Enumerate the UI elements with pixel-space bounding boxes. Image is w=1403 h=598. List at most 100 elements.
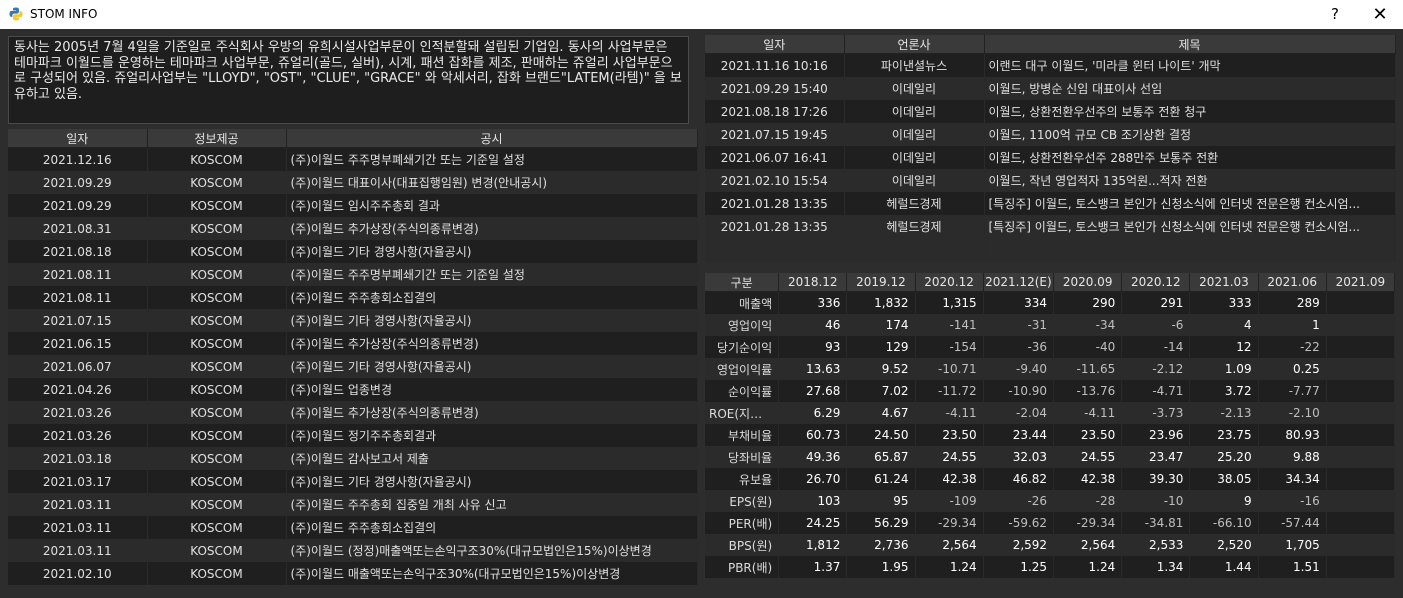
- disclosure-date: 2021.03.18: [8, 447, 148, 470]
- financial-value: 80.93: [1258, 424, 1327, 446]
- disclosure-date: 2021.08.31: [8, 217, 148, 240]
- financial-value: -7.77: [1258, 380, 1327, 402]
- financial-header-period[interactable]: 2018.12: [778, 273, 848, 292]
- financial-value: -6: [1121, 314, 1191, 336]
- financial-metric-label: ROE(지배...: [705, 402, 780, 424]
- company-description: 동사는 2005년 7월 4일을 기준일로 주식회사 우방의 유희시설사업부문이…: [8, 36, 689, 124]
- disclosure-row[interactable]: 2021.08.18 KOSCOM (주)이월드 기타 경영사항(자율공시): [8, 240, 698, 263]
- disclosure-provider: KOSCOM: [147, 263, 287, 286]
- news-header-title[interactable]: 제목: [984, 35, 1396, 54]
- news-date: 2021.01.28 13:35: [705, 192, 845, 215]
- disclosure-date: 2021.03.26: [8, 424, 148, 447]
- disclosure-row[interactable]: 2021.03.26 KOSCOM (주)이월드 추가상장(주식의종류변경): [8, 401, 698, 424]
- news-date: 2021.06.07 16:41: [705, 146, 845, 169]
- financial-header-period[interactable]: 2020.09: [1053, 273, 1123, 292]
- financial-metric-label: 유보율: [705, 468, 780, 490]
- disclosure-row[interactable]: 2021.06.07 KOSCOM (주)이월드 기타 경영사항(자율공시): [8, 355, 698, 378]
- financial-value: -11.65: [1053, 358, 1123, 380]
- financial-value: 1,705: [1258, 534, 1327, 556]
- financial-value: -154: [915, 336, 984, 358]
- disclosure-header-date[interactable]: 일자: [8, 129, 148, 148]
- disclosure-row[interactable]: 2021.03.11 KOSCOM (주)이월드 (정정)매출액또는손익구조30%(…: [8, 539, 698, 562]
- disclosure-title: (주)이월드 기타 경영사항(자율공시): [286, 309, 698, 332]
- financial-metric-label: 매출액: [705, 291, 780, 314]
- financial-header-period[interactable]: 2021.12(E): [983, 273, 1055, 292]
- financial-value: [1326, 446, 1396, 468]
- disclosure-header-provider[interactable]: 정보제공: [147, 129, 287, 148]
- news-row[interactable]: 2021.06.07 16:41 이데일리 이월드, 상환전환우선주 288만주 보…: [705, 146, 1396, 169]
- financial-header-period[interactable]: 2020.12: [1121, 273, 1191, 292]
- disclosure-provider: KOSCOM: [147, 401, 287, 424]
- disclosure-title: (주)이월드 매출액또는손익구조30%(대규모법인은15%)이상변경: [286, 562, 698, 585]
- financial-value: 60.73: [778, 424, 848, 446]
- financial-value: -26: [983, 490, 1055, 512]
- financial-value: 4.67: [846, 402, 916, 424]
- news-title: 이월드, 상환전환우선주의 보통주 전환 청구: [984, 100, 1396, 123]
- news-row[interactable]: 2021.07.15 19:45 이데일리 이월드, 1100억 규모 CB 조기상…: [705, 123, 1396, 146]
- disclosure-title: (주)이월드 주주명부폐쇄기간 또는 기준일 설정: [286, 263, 698, 286]
- financial-header-period[interactable]: 2021.03: [1189, 273, 1259, 292]
- disclosure-row[interactable]: 2021.08.31 KOSCOM (주)이월드 추가상장(주식의종류변경): [8, 217, 698, 240]
- financial-row: PER(배) 24.25 56.29 -29.34 -59.62 -29.34 -34.81…: [705, 512, 1396, 534]
- financial-value: 61.24: [846, 468, 916, 490]
- news-header-press[interactable]: 언론사: [844, 35, 985, 54]
- news-press: 이데일리: [844, 77, 985, 100]
- news-row[interactable]: 2021.01.28 13:35 헤럴드경제 [특징주] 이월드, 토스뱅크 본인가…: [705, 192, 1396, 215]
- disclosure-header-title[interactable]: 공시: [286, 129, 698, 148]
- financial-value: 1.44: [1189, 556, 1259, 578]
- disclosure-provider: KOSCOM: [147, 240, 287, 263]
- financial-value: 1,812: [778, 534, 848, 556]
- news-row[interactable]: 2021.09.29 15:40 이데일리 이월드, 방병순 신임 대표이사 선임: [705, 77, 1396, 100]
- financial-header-period[interactable]: 2021.06: [1258, 273, 1327, 292]
- disclosure-row[interactable]: 2021.03.17 KOSCOM (주)이월드 기타 경영사항(자율공시): [8, 470, 698, 493]
- disclosure-row[interactable]: 2021.08.11 KOSCOM (주)이월드 주주명부폐쇄기간 또는 기준일 설…: [8, 263, 698, 286]
- disclosure-row[interactable]: 2021.03.11 KOSCOM (주)이월드 주주총회 집중일 개최 사유 신고: [8, 493, 698, 516]
- financial-value: [1326, 512, 1396, 534]
- disclosure-header-row: 일자 정보제공 공시: [8, 129, 698, 148]
- financial-value: 46: [778, 314, 848, 336]
- disclosure-table[interactable]: 일자 정보제공 공시 2021.12.16 KOSCOM (주)이월드 주주명부폐쇄…: [8, 129, 698, 585]
- disclosure-provider: KOSCOM: [147, 171, 287, 194]
- news-row[interactable]: 2021.11.16 10:16 파이낸셜뉴스 이랜드 대구 이월드, '미라클 윈…: [705, 53, 1396, 77]
- news-row[interactable]: 2021.02.10 15:54 이데일리 이월드, 작년 영업적자 135억원..…: [705, 169, 1396, 192]
- financial-metric-label: EPS(원): [705, 490, 780, 512]
- financial-value: 129: [846, 336, 916, 358]
- disclosure-row[interactable]: 2021.09.29 KOSCOM (주)이월드 대표이사(대표집행임원) 변경(안…: [8, 171, 698, 194]
- disclosure-row[interactable]: 2021.04.26 KOSCOM (주)이월드 업종변경: [8, 378, 698, 401]
- financial-value: -10.90: [983, 380, 1055, 402]
- financial-header-period[interactable]: 2019.12: [846, 273, 916, 292]
- financial-value: 49.36: [778, 446, 848, 468]
- disclosure-row[interactable]: 2021.09.29 KOSCOM (주)이월드 임시주주총회 결과: [8, 194, 698, 217]
- financial-value: -29.34: [915, 512, 984, 534]
- disclosure-row[interactable]: 2021.06.15 KOSCOM (주)이월드 추가상장(주식의종류변경): [8, 332, 698, 355]
- financial-value: -16: [1258, 490, 1327, 512]
- news-table[interactable]: 일자 언론사 제목 2021.11.16 10:16 파이낸셜뉴스 이랜드 대구 이…: [705, 35, 1396, 262]
- financial-table[interactable]: 구분 2018.12 2019.12 2020.12 2021.12(E) 2020.09…: [705, 273, 1396, 578]
- financial-header-period[interactable]: 2021.09: [1326, 273, 1396, 292]
- disclosure-provider: KOSCOM: [147, 424, 287, 447]
- financial-value: [1326, 424, 1396, 446]
- news-row[interactable]: 2021.01.28 13:35 헤럴드경제 [특징주] 이월드, 토스뱅크 본인가…: [705, 215, 1396, 238]
- news-title: 이월드, 작년 영업적자 135억원...적자 전환: [984, 169, 1396, 192]
- disclosure-title: (주)이월드 주주총회 집중일 개최 사유 신고: [286, 493, 698, 516]
- financial-metric-label: 순이익률: [705, 380, 780, 402]
- disclosure-row[interactable]: 2021.03.26 KOSCOM (주)이월드 정기주주총회결과: [8, 424, 698, 447]
- disclosure-row[interactable]: 2021.02.10 KOSCOM (주)이월드 매출액또는손익구조30%(대규모법…: [8, 562, 698, 585]
- disclosure-row[interactable]: 2021.08.11 KOSCOM (주)이월드 주주총회소집결의: [8, 286, 698, 309]
- financial-value: -66.10: [1189, 512, 1259, 534]
- financial-header-period[interactable]: 2020.12: [915, 273, 984, 292]
- financial-header-period[interactable]: 구분: [705, 273, 780, 292]
- disclosure-row[interactable]: 2021.03.18 KOSCOM (주)이월드 감사보고서 제출: [8, 447, 698, 470]
- financial-value: -10: [1121, 490, 1191, 512]
- disclosure-title: (주)이월드 (정정)매출액또는손익구조30%(대규모법인은15%)이상변경: [286, 539, 698, 562]
- disclosure-row[interactable]: 2021.12.16 KOSCOM (주)이월드 주주명부폐쇄기간 또는 기준일 설…: [8, 147, 698, 171]
- news-date: 2021.09.29 15:40: [705, 77, 845, 100]
- news-header-date[interactable]: 일자: [705, 35, 845, 54]
- disclosure-date: 2021.03.11: [8, 493, 148, 516]
- disclosure-row[interactable]: 2021.07.15 KOSCOM (주)이월드 기타 경영사항(자율공시): [8, 309, 698, 332]
- close-button[interactable]: ✕: [1372, 4, 1388, 25]
- financial-value: 1,832: [846, 291, 916, 314]
- disclosure-row[interactable]: 2021.03.11 KOSCOM (주)이월드 주주총회소집결의: [8, 516, 698, 539]
- news-row[interactable]: 2021.08.18 17:26 이데일리 이월드, 상환전환우선주의 보통주 전환…: [705, 100, 1396, 123]
- help-button[interactable]: ?: [1331, 5, 1339, 23]
